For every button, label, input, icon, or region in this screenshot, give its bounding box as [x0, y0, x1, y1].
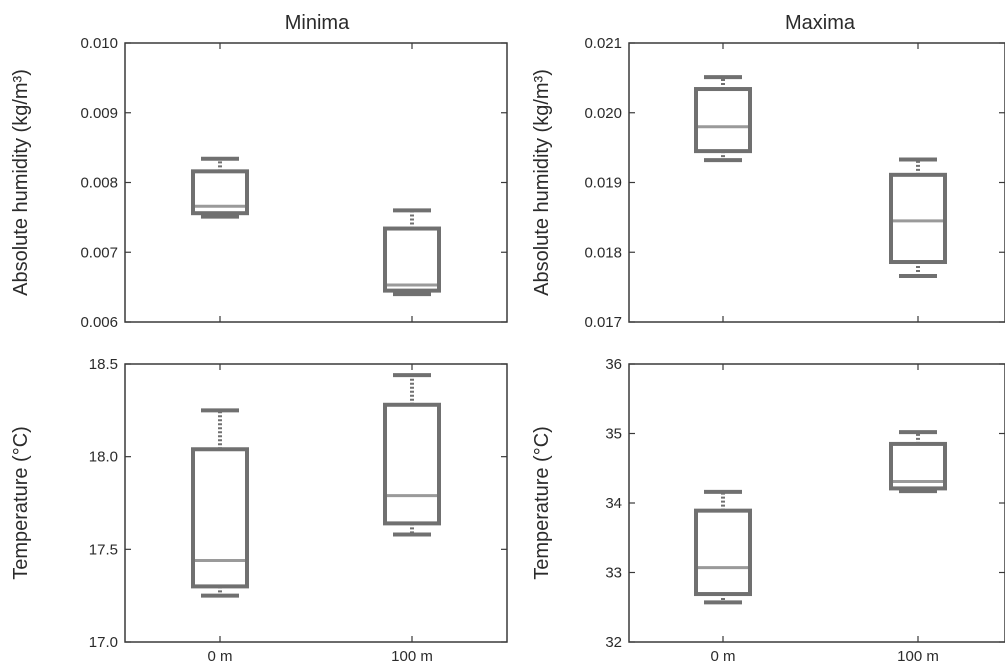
box-100m: [383, 373, 441, 537]
y-tick-label: 0.007: [80, 244, 118, 261]
y-tick-label: 35: [605, 426, 622, 443]
iqr-box: [191, 447, 249, 589]
panel-frame: [628, 363, 1005, 643]
y-axis-label: Absolute humidity (kg/m³): [10, 69, 32, 296]
y-tick-label: 0.021: [584, 35, 622, 52]
iqr-box: [694, 508, 752, 597]
iqr-box: [889, 172, 947, 265]
panel-3: Temperature (°C) 17.0 17.5 18.0 18.5 0 m 100 m: [10, 356, 508, 664]
y-tick-label: 17.0: [89, 634, 118, 651]
box-0m: [694, 75, 752, 163]
y-tick-label: 32: [605, 634, 622, 651]
iqr-box: [889, 441, 947, 491]
box-0m: [694, 489, 752, 605]
y-tick-label: 0.006: [80, 314, 118, 331]
y-tick-label: 33: [605, 565, 622, 582]
box-100m: [889, 430, 947, 494]
panel-frame: [628, 42, 1005, 323]
y-tick-label: 17.5: [89, 541, 118, 558]
y-tick-label: 0.017: [584, 314, 622, 331]
chart-panels: Absolute humidity (kg/m³) 0.006 0.007 0.008…: [10, 35, 1005, 664]
maxima-column-title: Maxima: [785, 12, 856, 34]
y-axis-label: Absolute humidity (kg/m³): [531, 69, 553, 296]
y-tick-label: 0.010: [80, 35, 118, 52]
minima-column-title: Minima: [285, 12, 350, 34]
box-100m: [889, 157, 947, 278]
y-axis-label: Temperature (°C): [531, 426, 553, 580]
iqr-box: [383, 226, 441, 293]
y-tick-label: 0.018: [584, 244, 622, 261]
panel-2: Absolute humidity (kg/m³) 0.017 0.018 0.019…: [531, 35, 1005, 331]
x-category-label: 0 m: [207, 648, 232, 664]
box-100m: [383, 208, 441, 297]
y-tick-label: 18.0: [89, 449, 118, 466]
y-tick-label: 36: [605, 356, 622, 373]
x-category-label: 100 m: [897, 648, 939, 664]
y-tick-label: 18.5: [89, 356, 118, 373]
box-0m: [191, 156, 249, 219]
y-tick-label: 0.008: [80, 175, 118, 192]
panel-frame: [124, 42, 508, 323]
y-tick-label: 0.009: [80, 105, 118, 122]
panel-1: Absolute humidity (kg/m³) 0.006 0.007 0.008…: [10, 35, 508, 331]
panel-4: Temperature (°C) 32 33 34 35 36 0 m 100 m: [531, 356, 1005, 664]
iqr-box: [191, 169, 249, 216]
panel-frame: [124, 363, 508, 643]
y-axis-label: Temperature (°C): [10, 426, 32, 580]
iqr-box: [694, 87, 752, 154]
x-category-label: 100 m: [391, 648, 433, 664]
iqr-box: [383, 402, 441, 526]
box-0m: [191, 408, 249, 598]
y-tick-label: 0.019: [584, 175, 622, 192]
y-tick-label: 34: [605, 495, 622, 512]
x-category-label: 0 m: [710, 648, 735, 664]
y-tick-label: 0.020: [584, 105, 622, 122]
